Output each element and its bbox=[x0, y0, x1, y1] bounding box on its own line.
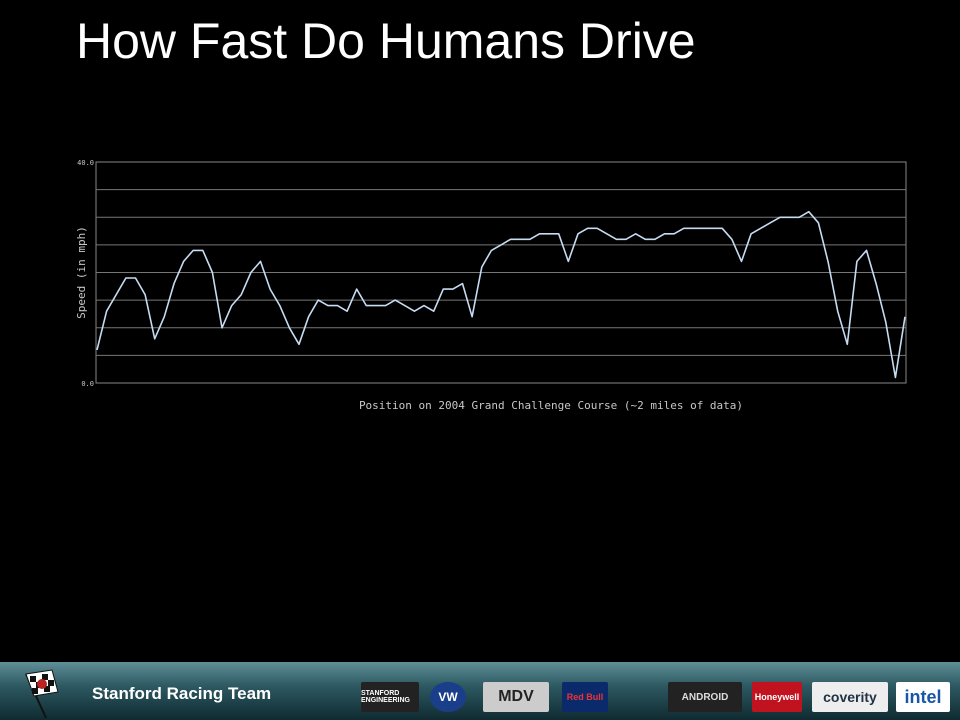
sponsor-logo: STANFORD ENGINEERING bbox=[361, 682, 419, 712]
y-axis-label: Speed (in mph) bbox=[75, 226, 88, 319]
sponsor-logo: Red Bull bbox=[562, 682, 608, 712]
sponsor-logo: coverity bbox=[812, 682, 888, 712]
sponsor-logo: MDV bbox=[483, 682, 549, 712]
footer: Stanford Racing Team STANFORD ENGINEERIN… bbox=[0, 662, 960, 720]
x-axis-label: Position on 2004 Grand Challenge Course … bbox=[359, 399, 743, 412]
y-tick-label: 40.0 bbox=[77, 159, 94, 167]
slide-title: How Fast Do Humans Drive bbox=[76, 13, 696, 69]
flag-icon bbox=[25, 669, 59, 719]
y-tick-label: 0.0 bbox=[81, 380, 94, 388]
sponsor-logo: ANDROID bbox=[668, 682, 742, 712]
sponsor-logo: intel bbox=[896, 682, 950, 712]
team-name: Stanford Racing Team bbox=[92, 684, 272, 703]
chart: 0.0 40.0 Speed (in mph) Position on 2004 Gr… bbox=[75, 159, 907, 412]
sponsor-logo: Honeywell bbox=[752, 682, 802, 712]
sponsor-logo: VW bbox=[430, 682, 466, 712]
speed-line bbox=[96, 210, 906, 379]
